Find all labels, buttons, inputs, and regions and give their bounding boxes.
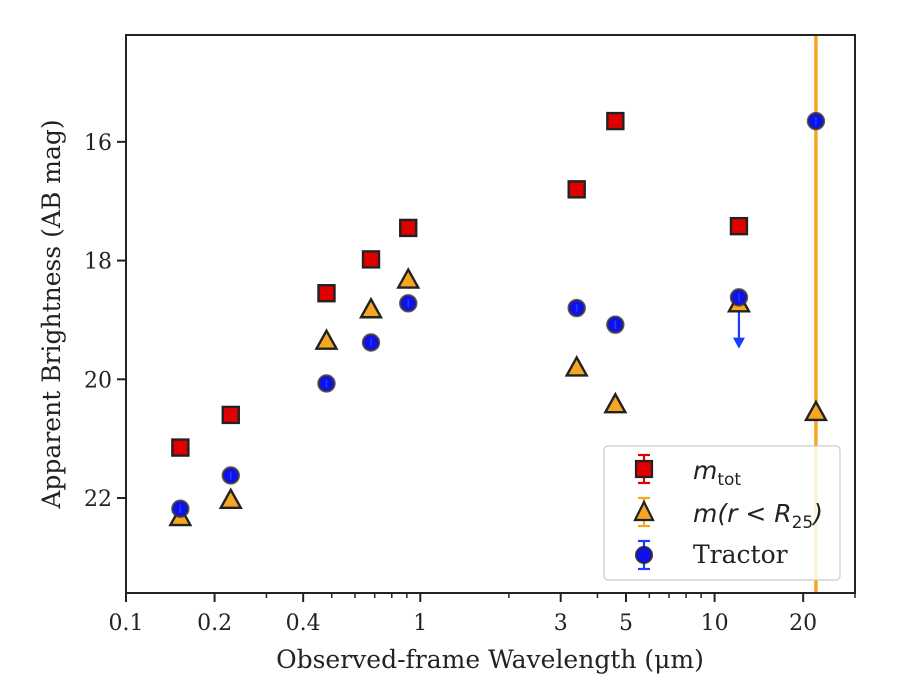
x-tick-label-0: 0.1 [109, 611, 144, 636]
x-tick-label-7: 20 [789, 611, 817, 636]
plot-layer [168, 35, 828, 593]
legend: mtot m(r < R25) Tractor [603, 445, 841, 581]
y-tick-label-1: 18 [84, 250, 112, 275]
series-1-point-5 [564, 354, 589, 377]
legend-box [603, 445, 841, 581]
legend-tractor-marker [634, 545, 654, 565]
y-tick-label-0: 16 [84, 131, 112, 156]
x-tick-label-4: 3 [554, 611, 568, 636]
legend-mtot-label: mtot [693, 456, 741, 490]
legend-entry-mr25: m(r < R25) [633, 496, 823, 533]
series-0-point-2 [317, 284, 336, 303]
series-1-point-4 [396, 267, 421, 289]
series-0-point-6 [606, 111, 625, 131]
x-axis: 0.1 0.2 0.4 1 3 5 10 20 [109, 593, 856, 636]
series-0-point-5 [567, 180, 586, 199]
y-tick-label-2: 20 [84, 368, 112, 393]
x-tick-label-5: 5 [619, 611, 633, 636]
upper-limit-arrow-head [732, 337, 745, 349]
y-axis-label: Apparent Brightness (AB mag) [37, 119, 66, 509]
x-tick-label-6: 10 [701, 611, 729, 636]
legend-entry-tractor: Tractor [634, 539, 788, 571]
legend-entry-mtot: mtot [634, 453, 741, 490]
y-tick-label-3: 22 [84, 487, 112, 512]
legend-mr25-marker [633, 499, 655, 522]
x-tick-label-1: 0.2 [197, 611, 232, 636]
x-tick-label-2: 0.4 [286, 611, 321, 636]
plot-frame [125, 34, 856, 594]
series-0-point-1 [221, 405, 240, 425]
x-axis-label: Observed-frame Wavelength (μm) [276, 645, 704, 674]
series-1-point-6 [603, 391, 628, 414]
y-axis: 16 18 20 22 [84, 131, 126, 512]
series-1-point-1 [218, 487, 243, 510]
series-1-point-3 [358, 296, 384, 319]
series-0-point-0 [171, 438, 190, 457]
x-tick-label-3: 1 [413, 611, 427, 636]
legend-mtot-marker [634, 459, 654, 479]
legend-tractor-label: Tractor [693, 540, 788, 569]
series-1-point-8 [803, 399, 828, 422]
series-1-point-2 [314, 328, 339, 350]
series-0-point-4 [399, 218, 418, 238]
legend-mr25-label: m(r < R25) [693, 499, 823, 533]
series-0-point-7 [729, 216, 749, 236]
series-0-point-3 [361, 250, 381, 269]
